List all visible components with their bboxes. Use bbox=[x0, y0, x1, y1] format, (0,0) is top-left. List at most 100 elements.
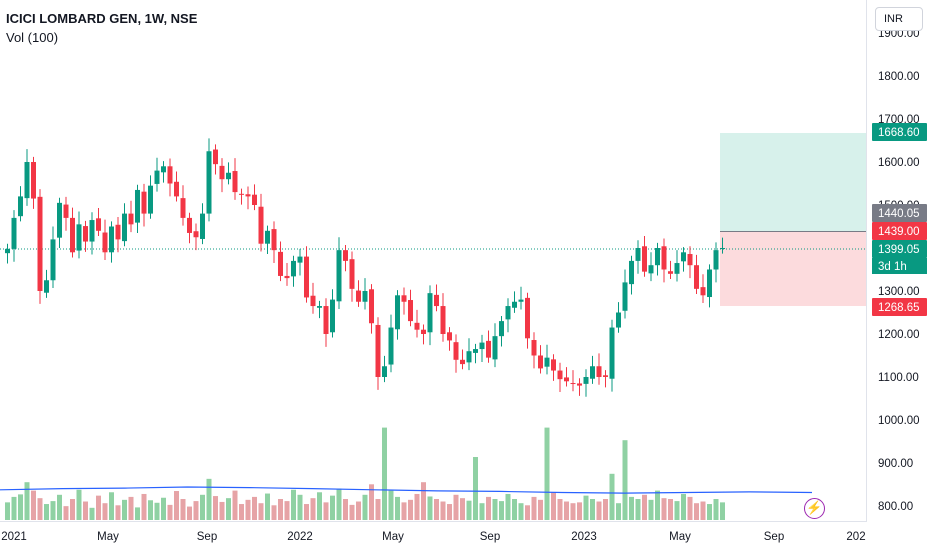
target-price-label[interactable]: 1668.60 bbox=[872, 123, 927, 141]
volume-bar bbox=[499, 501, 504, 520]
candle-body bbox=[466, 351, 472, 363]
candle-body bbox=[512, 301, 517, 308]
price-tick: 1200.00 bbox=[878, 329, 920, 341]
volume-bar bbox=[557, 499, 563, 520]
volume-bar bbox=[661, 498, 667, 520]
volume-bar bbox=[115, 505, 121, 520]
price-tick: 900.00 bbox=[878, 458, 913, 470]
volume-bar bbox=[564, 501, 569, 520]
volume-bar bbox=[583, 495, 589, 520]
volume-bar bbox=[440, 501, 446, 520]
candle-body bbox=[486, 340, 491, 358]
volume-bar bbox=[388, 490, 394, 520]
volume-bar bbox=[96, 495, 101, 520]
candle-body bbox=[349, 259, 355, 289]
candle-body bbox=[531, 340, 537, 356]
volume-bar bbox=[291, 489, 296, 520]
volume-bar bbox=[479, 503, 485, 520]
volume-bar bbox=[414, 493, 420, 520]
currency-button[interactable]: INR bbox=[875, 7, 923, 31]
volume-bar bbox=[206, 478, 212, 520]
target-zone[interactable] bbox=[720, 133, 866, 231]
symbol-title[interactable]: ICICI LOMBARD GEN, 1W, NSE bbox=[6, 11, 198, 26]
candle-body bbox=[102, 232, 108, 253]
candle-body bbox=[336, 250, 342, 302]
volume-bar bbox=[70, 499, 75, 520]
volume-bars bbox=[5, 427, 725, 520]
candle-body bbox=[401, 295, 407, 302]
volume-bar bbox=[11, 496, 17, 520]
candle-body bbox=[453, 342, 459, 360]
volume-bar bbox=[232, 490, 238, 520]
volume-bar bbox=[161, 497, 166, 520]
last-price-label[interactable]: 1399.05 3d 1h bbox=[872, 240, 927, 274]
flash-icon[interactable]: ⚡ bbox=[804, 498, 825, 519]
volume-bar bbox=[336, 488, 342, 520]
candle-body bbox=[83, 226, 88, 242]
volume-bar bbox=[297, 494, 303, 520]
candle-body bbox=[434, 294, 439, 307]
candle-body bbox=[577, 383, 582, 386]
volume-bar bbox=[31, 490, 36, 520]
time-axis[interactable]: 2021 May Sep 2022 May Sep 2023 May Sep 202 bbox=[1, 531, 865, 543]
candle-body bbox=[479, 342, 485, 350]
stop-price-label[interactable]: 1268.65 bbox=[872, 298, 927, 316]
volume-bar bbox=[76, 489, 82, 520]
candle-body bbox=[707, 269, 712, 298]
candle-body bbox=[122, 213, 127, 242]
candle-body bbox=[570, 383, 576, 385]
candle-body bbox=[161, 166, 166, 173]
time-tick: 2021 bbox=[1, 531, 27, 543]
volume-indicator-title[interactable]: Vol (100) bbox=[6, 30, 59, 45]
volume-bar bbox=[655, 490, 660, 520]
volume-bar bbox=[239, 504, 244, 520]
time-tick: Sep bbox=[480, 531, 500, 543]
candle-body bbox=[57, 202, 62, 238]
candle-body bbox=[18, 196, 23, 217]
volume-bar bbox=[492, 499, 498, 520]
candle-body bbox=[317, 306, 322, 308]
volume-bar bbox=[148, 500, 153, 520]
volume-bar bbox=[486, 496, 491, 520]
volume-bar bbox=[102, 503, 108, 520]
candle-body bbox=[232, 171, 238, 193]
candle-body bbox=[180, 198, 186, 218]
candle-body bbox=[674, 263, 680, 274]
candle-body bbox=[362, 291, 368, 302]
candle-body bbox=[167, 166, 173, 184]
volume-bar bbox=[167, 504, 173, 520]
volume-bar bbox=[453, 494, 459, 520]
candle-body bbox=[369, 289, 374, 324]
volume-bar bbox=[122, 499, 127, 520]
volume-bar bbox=[674, 501, 680, 520]
volume-bar bbox=[687, 496, 693, 520]
candle-body bbox=[37, 196, 43, 291]
entry-price-label[interactable]: 1439.00 bbox=[872, 222, 927, 240]
stop-zone[interactable] bbox=[720, 231, 866, 306]
time-tick: Sep bbox=[197, 531, 217, 543]
candle-body bbox=[408, 300, 413, 322]
volume-bar bbox=[642, 494, 647, 520]
candle-body bbox=[206, 151, 212, 214]
volume-bar bbox=[213, 496, 218, 520]
volume-bar bbox=[284, 501, 290, 520]
volume-bar bbox=[37, 498, 43, 520]
candle-body bbox=[193, 231, 199, 238]
volume-bar bbox=[713, 499, 719, 520]
candle-body bbox=[460, 359, 465, 365]
svg-text:1268.65: 1268.65 bbox=[878, 302, 920, 314]
volume-bar bbox=[24, 482, 30, 520]
volume-bar bbox=[18, 494, 23, 520]
candle-body bbox=[473, 349, 478, 353]
resistance-price-label[interactable]: 1440.05 bbox=[872, 204, 927, 222]
candle-body bbox=[538, 355, 543, 369]
candle-body bbox=[492, 336, 498, 360]
candle-body bbox=[115, 224, 121, 240]
candle-body bbox=[297, 256, 303, 263]
candle-body bbox=[518, 299, 524, 302]
volume-bar bbox=[609, 473, 615, 520]
svg-text:1439.00: 1439.00 bbox=[878, 226, 920, 238]
candle-body bbox=[499, 321, 504, 337]
